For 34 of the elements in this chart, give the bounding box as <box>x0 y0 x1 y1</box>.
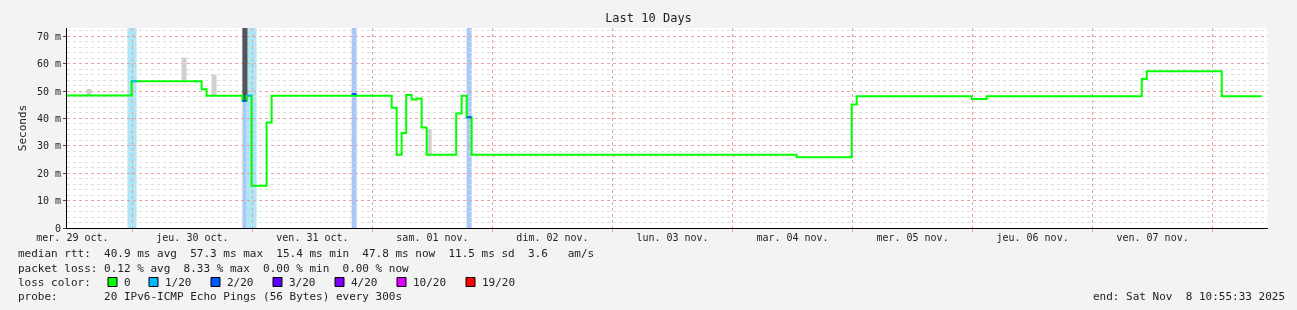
y-tick-label: 30 m <box>36 140 61 152</box>
legend-label: 2/20 <box>227 276 254 289</box>
y-tick-label: 20 m <box>36 167 61 179</box>
y-tick-label: 50 m <box>36 85 61 97</box>
text: probe: 20 IPv6-ICMP Echo Pings (56 Bytes) every 300s <box>18 290 403 303</box>
x-tick-label: jeu. 06 nov. <box>996 232 1069 243</box>
x-tick-label: sam. 01 nov. <box>396 232 469 243</box>
text: median rtt: 40.9 ms avg 57.3 ms max 15.4 ms min 47.8 ms now 11.5 ms sd 3.6 am/s <box>18 247 595 260</box>
legend-label: 19/20 <box>482 276 516 289</box>
legend-label: 1/20 <box>165 276 192 289</box>
x-tick-label: mer. 29 oct. <box>36 232 109 243</box>
legend-label: 3/20 <box>289 276 316 289</box>
legend-title: loss color: <box>18 276 91 289</box>
x-tick-label: lun. 03 nov. <box>636 232 709 243</box>
legend-label: 10/20 <box>413 276 447 289</box>
legend-label: 0 <box>124 276 131 289</box>
x-tick-label: ven. 07 nov. <box>1116 232 1189 243</box>
bar <box>211 74 217 96</box>
y-axis-title: Seconds <box>15 104 29 152</box>
chart-title: Last 10 Days <box>605 11 692 26</box>
bar <box>181 57 187 82</box>
x-tick-label: mer. 05 nov. <box>876 232 949 243</box>
y-tick-label: 60 m <box>36 58 61 70</box>
legend-label: 4/20 <box>351 276 378 289</box>
x-tick-label: jeu. 30 oct. <box>156 232 229 243</box>
x-tick-label: mar. 04 nov. <box>756 232 829 243</box>
y-tick-label: 70 m <box>36 30 61 42</box>
y-tick-label: 0 <box>54 222 61 234</box>
x-tick-label: dim. 02 nov. <box>516 232 589 243</box>
y-tick-label: 40 m <box>36 112 61 124</box>
x-tick-label: ven. 31 oct. <box>276 232 349 243</box>
y-tick-label: 10 m <box>36 195 61 207</box>
text: end: Sat Nov 8 10:55:33 2025 <box>1093 290 1286 303</box>
text: packet loss: 0.12 % avg 8.33 % max 0.00 % min 0.00 % now <box>18 262 410 275</box>
